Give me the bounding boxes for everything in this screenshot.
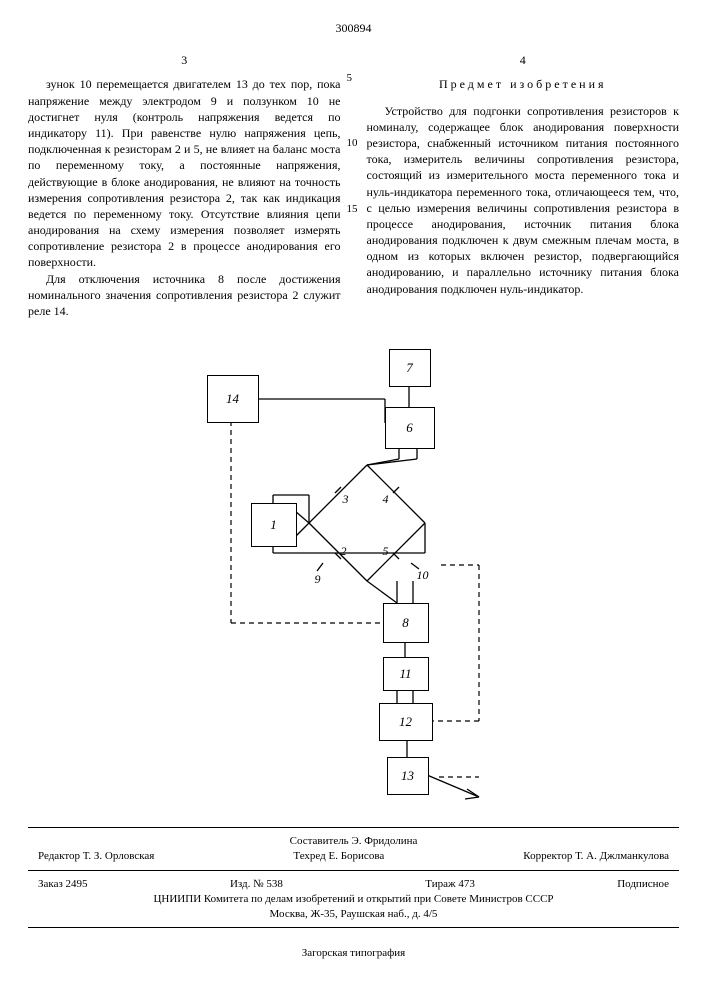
claim-heading: Предмет изобретения: [367, 76, 680, 92]
org-line-1: ЦНИИПИ Комитета по делам изобретений и о…: [28, 892, 679, 907]
corrector: Корректор Т. А. Джлманкулова: [523, 849, 669, 864]
block-12: 12: [379, 703, 433, 741]
right-paragraph: Устройство для подгонки сопротивления ре…: [367, 103, 680, 297]
org-line-2: Москва, Ж-35, Раушская наб., д. 4/5: [28, 907, 679, 922]
block-13: 13: [387, 757, 429, 795]
left-paragraph-1: зунок 10 перемещается двигателем 13 до т…: [28, 76, 341, 270]
left-paragraph-2: Для отключения источника 8 после достиже…: [28, 271, 341, 320]
compiler-line: Составитель Э. Фридолина: [28, 834, 679, 849]
block-label: 12: [399, 713, 412, 731]
block-label: 11: [399, 665, 411, 683]
line-marker: 10: [347, 135, 358, 152]
block-label: 13: [401, 767, 414, 785]
printer-line: Загорская типография: [28, 946, 679, 961]
editor: Редактор Т. З. Орловская: [38, 849, 154, 864]
footer: Составитель Э. Фридолина Редактор Т. З. …: [28, 827, 679, 961]
line-marker: 15: [347, 201, 358, 218]
doc-number: 300894: [28, 20, 679, 36]
subscription: Подписное: [617, 877, 669, 892]
block-label: 8: [402, 614, 409, 632]
block-14: 14: [207, 375, 259, 423]
circuit-figure: 14 7 6 1 8 11 12 13 3 4 2 5 9 10: [159, 345, 549, 805]
bridge-label-2: 2: [341, 543, 347, 559]
line-marker: 5: [347, 70, 358, 87]
circulation: Тираж 473: [425, 877, 475, 892]
block-8: 8: [383, 603, 429, 643]
right-col-number: 4: [367, 52, 680, 68]
order-no: Заказ 2495: [38, 877, 88, 892]
left-column: 3 зунок 10 перемещается двигателем 13 до…: [28, 52, 341, 319]
block-label: 14: [226, 390, 239, 408]
left-col-number: 3: [28, 52, 341, 68]
techred: Техред Е. Борисова: [293, 849, 384, 864]
block-label: 1: [270, 516, 277, 534]
block-11: 11: [383, 657, 429, 691]
bridge-label-10: 10: [417, 567, 429, 583]
bridge-label-3: 3: [343, 491, 349, 507]
bridge-label-5: 5: [383, 543, 389, 559]
block-label: 7: [406, 359, 413, 377]
bridge-label-9: 9: [315, 571, 321, 587]
bridge-label-4: 4: [383, 491, 389, 507]
line-markers: 5 10 15: [347, 70, 358, 218]
block-1: 1: [251, 503, 297, 547]
right-column: 4 Предмет изобретения Устройство для под…: [367, 52, 680, 319]
block-7: 7: [389, 349, 431, 387]
block-label: 6: [406, 419, 413, 437]
block-6: 6: [385, 407, 435, 449]
publication-no: Изд. № 538: [230, 877, 283, 892]
